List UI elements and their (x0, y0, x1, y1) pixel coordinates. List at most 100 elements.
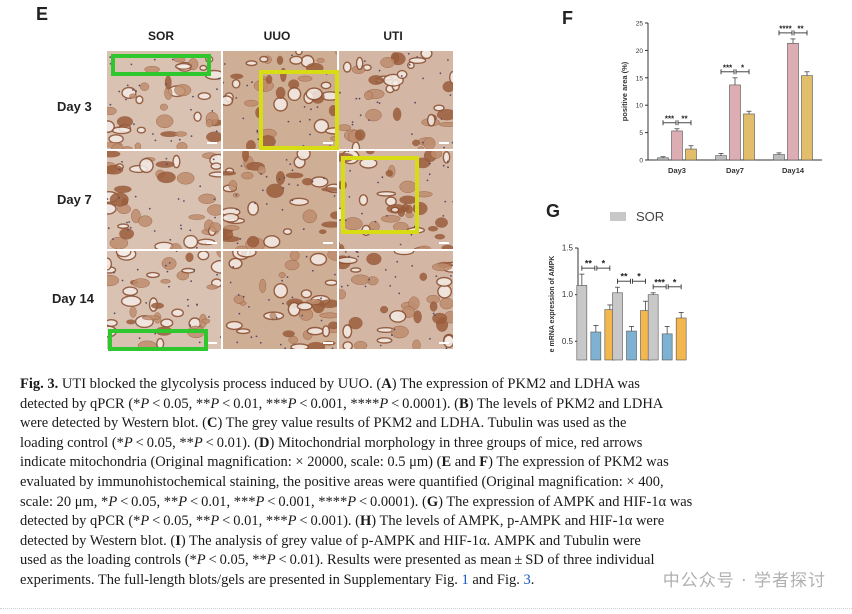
caption-italic: P (379, 395, 389, 412)
y-axis-label: positive area (%) (620, 61, 629, 121)
histology-image-grid (106, 50, 454, 350)
significance-stars: **** (779, 24, 792, 33)
histology-tile (338, 250, 454, 350)
significance-stars: ** (797, 24, 804, 33)
caption-bold: F (479, 454, 489, 471)
row-label-day7: Day 7 (57, 192, 92, 207)
green-highlight-box (111, 54, 211, 76)
caption-line: detected by Western blot. (I) The analys… (20, 532, 641, 549)
tissue-texture (107, 151, 221, 249)
y-tick-label: 15 (636, 75, 644, 82)
scale-bar (323, 242, 333, 244)
caption-line: loading control (*P < 0.05, **P < 0.01).… (20, 434, 643, 451)
histology-tile (222, 250, 338, 350)
significance-stars: * (673, 277, 677, 287)
y-tick-label: 10 (636, 103, 644, 110)
caption-bold: B (458, 395, 469, 412)
histology-tile (338, 50, 454, 150)
bar (675, 317, 687, 361)
tissue-texture (339, 251, 453, 349)
significance-stars: * (602, 259, 606, 269)
legend-label: SOR (636, 209, 664, 224)
caption-bold: H (359, 513, 372, 530)
row-label-day14: Day 14 (52, 291, 94, 306)
significance-stars: * (741, 63, 745, 72)
divider (0, 608, 852, 609)
scale-bar (207, 242, 217, 244)
scale-bar (207, 342, 217, 344)
caption-italic: P (140, 395, 150, 412)
caption-line: experiments. The full-length blots/gels … (20, 571, 535, 588)
ampk-mrna-bar-chart: 0.51.01.5e mRNA expression of AMPK ** *** *… (549, 209, 687, 361)
bar (773, 154, 785, 161)
scale-bar (323, 142, 333, 144)
caption-bold: C (207, 415, 218, 432)
y-tick-label: 5 (639, 130, 643, 137)
significance-stars: *** (723, 63, 733, 72)
caption-italic: P (347, 493, 357, 510)
bar (626, 330, 637, 361)
tissue-texture (223, 51, 337, 149)
column-header-uuo: UUO (263, 29, 291, 43)
caption-line: were detected by Western blot. (C) The g… (20, 415, 627, 432)
caption-italic: P (255, 493, 265, 510)
bar (671, 130, 683, 161)
tissue-texture (107, 51, 221, 149)
watermark: 中公众号 · 学者探讨 (662, 571, 826, 591)
x-tick-label: Day3 (668, 166, 686, 175)
yellow-highlight-box (259, 70, 339, 150)
significance-stars: * (637, 272, 641, 282)
scale-bar (439, 342, 449, 344)
y-tick-label: 1.0 (562, 290, 574, 299)
column-header-uti: UTI (383, 29, 403, 43)
caption-bold: D (259, 434, 270, 451)
bar (685, 148, 697, 161)
bar (590, 331, 602, 361)
caption-italic: P (210, 395, 220, 412)
caption-italic: P (140, 513, 150, 530)
panel-f-letter: F (562, 8, 573, 28)
histology-tile (222, 150, 338, 250)
y-axis-label: e mRNA expression of AMPK (549, 256, 556, 353)
caption-line: detected by qPCR (*P < 0.05, **P < 0.01,… (20, 395, 664, 412)
bar (576, 285, 588, 361)
caption-bold: Fig. 3. (20, 376, 59, 392)
histology-tile (106, 150, 222, 250)
bar (729, 84, 741, 161)
scale-bar (207, 142, 217, 144)
caption-line: scale: 20 μm, *P < 0.05, **P < 0.01, ***… (20, 493, 693, 510)
significance-stars: ** (585, 259, 593, 269)
panel-e-letter: E (36, 4, 49, 24)
y-tick-label: 25 (636, 21, 644, 28)
column-header-sor: SOR (147, 29, 174, 43)
y-tick-label: 0 (639, 158, 643, 165)
caption-line: detected by qPCR (*P < 0.05, **P < 0.01,… (20, 513, 665, 530)
scale-bar (439, 242, 449, 244)
figure-caption: Fig. 3. UTI blocked the glycolysis proce… (20, 375, 820, 591)
figure-link[interactable]: 3 (523, 571, 531, 588)
caption-line: evaluated by immunohistochemical stainin… (20, 473, 664, 490)
bar (787, 42, 799, 161)
caption-bold: A (381, 376, 392, 392)
bar (647, 294, 659, 361)
caption-line: indicate mitochondria (Original magnific… (20, 454, 669, 471)
bar (743, 113, 755, 161)
histology-tile (222, 50, 338, 150)
caption-bold: E (441, 454, 452, 471)
caption-line: used as the loading controls (*P < 0.05,… (20, 552, 655, 569)
x-tick-label: Day7 (726, 166, 744, 175)
caption-italic: P (178, 493, 188, 510)
tissue-texture (223, 251, 337, 349)
tissue-texture (339, 51, 453, 149)
significance-stars: ** (681, 114, 688, 123)
panel-g-letter: G (546, 201, 561, 221)
significance-stars: *** (654, 277, 665, 287)
green-highlight-box (108, 329, 208, 351)
bar (801, 75, 813, 161)
caption-italic: P (266, 552, 276, 569)
caption-italic: P (287, 513, 297, 530)
figure-link[interactable]: 1 (461, 571, 469, 588)
x-tick-label: Day14 (782, 166, 805, 175)
y-tick-label: 20 (636, 48, 644, 55)
